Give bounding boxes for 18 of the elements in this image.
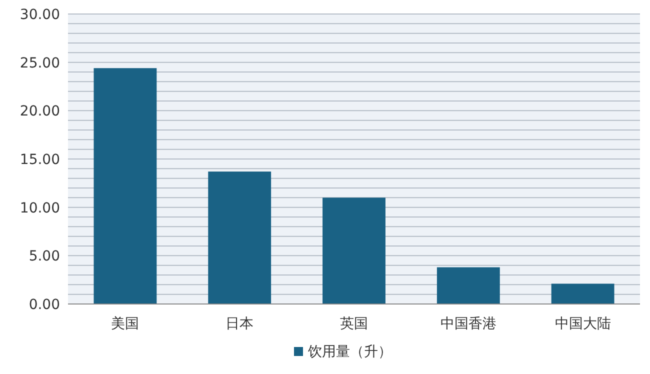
x-tick-label: 英国 xyxy=(340,316,368,332)
text: 0.00 xyxy=(28,297,60,313)
y-tick-label: 5.00 xyxy=(28,248,60,265)
x-tick-label: 美国 xyxy=(111,316,140,332)
y-tick-label: 15.00 xyxy=(20,152,60,168)
y-tick-label: 10.00 xyxy=(20,200,60,216)
y-tick-label: 20.00 xyxy=(20,104,60,120)
bar xyxy=(208,172,272,304)
y-tick-label: 25.00 xyxy=(20,55,60,72)
bar xyxy=(94,68,157,304)
x-tick-label: 中国香港 xyxy=(440,316,496,332)
legend-label: 饮用量（升） xyxy=(307,344,392,360)
bar xyxy=(322,198,386,304)
bar xyxy=(436,267,500,304)
y-tick-label: 30.00 xyxy=(20,7,60,23)
x-tick-label: 日本 xyxy=(226,316,254,332)
bar xyxy=(551,284,614,304)
x-tick-label: 中国大陆 xyxy=(554,316,611,332)
